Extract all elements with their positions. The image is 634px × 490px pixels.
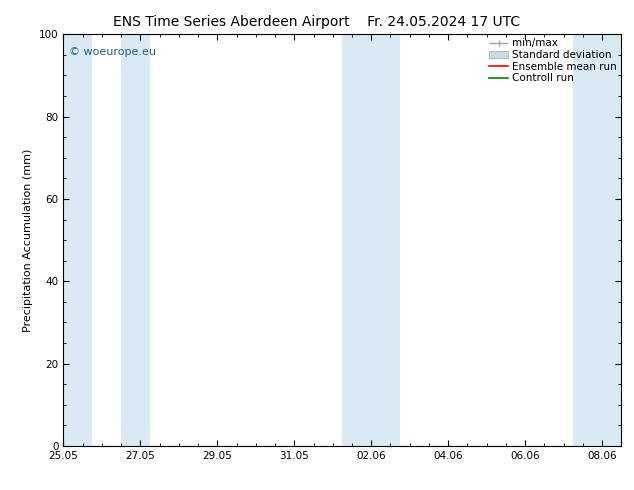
Bar	[342, 34, 400, 446]
Bar	[121, 34, 150, 446]
Text: © woeurope.eu: © woeurope.eu	[69, 47, 156, 57]
Legend: min/max, Standard deviation, Ensemble mean run, Controll run: min/max, Standard deviation, Ensemble me…	[488, 36, 619, 85]
Bar	[63, 34, 93, 446]
Y-axis label: Precipitation Accumulation (mm): Precipitation Accumulation (mm)	[23, 148, 34, 332]
Text: ENS Time Series Aberdeen Airport    Fr. 24.05.2024 17 UTC: ENS Time Series Aberdeen Airport Fr. 24.…	[113, 15, 521, 29]
Bar	[573, 34, 621, 446]
